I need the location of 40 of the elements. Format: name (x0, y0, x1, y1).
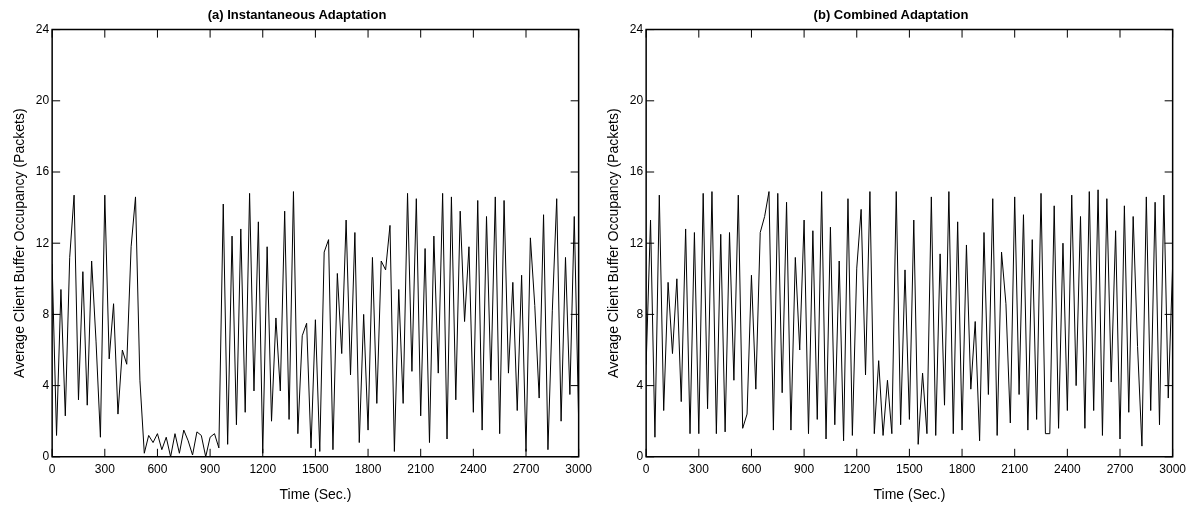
chart-title: (a) Instantaneous Adaptation (207, 7, 387, 23)
y-tick-label: 8 (42, 306, 50, 321)
x-tick-label: 1200 (843, 462, 871, 477)
x-tick-label: 2400 (460, 462, 488, 477)
y-tick-label: 8 (636, 306, 644, 321)
y-tick-label: 16 (629, 164, 644, 179)
y-tick-label: 16 (35, 164, 50, 179)
y-tick-label: 20 (35, 93, 50, 108)
x-tick-label: 3000 (1159, 462, 1187, 477)
x-tick-label: 1500 (302, 462, 330, 477)
x-tick-label: 2100 (407, 462, 435, 477)
x-tick-label: 2100 (1001, 462, 1029, 477)
x-tick-label: 2700 (512, 462, 540, 477)
y-tick-label: 0 (636, 449, 644, 464)
x-axis-title: Time (Sec.) (873, 486, 946, 503)
y-tick-label: 24 (35, 21, 50, 36)
y-tick-label: 12 (629, 235, 644, 250)
x-tick-label: 1800 (354, 462, 382, 477)
y-axis-title: Average Client Buffer Occupancy (Packets) (605, 108, 622, 378)
y-axis-title: Average Client Buffer Occupancy (Packets) (11, 108, 28, 378)
x-tick-label: 900 (200, 462, 221, 477)
y-tick-label: 0 (42, 449, 50, 464)
x-tick-label: 900 (794, 462, 815, 477)
x-tick-label: 1200 (249, 462, 277, 477)
y-tick-label: 20 (629, 93, 644, 108)
x-tick-label: 300 (688, 462, 710, 477)
y-tick-label: 4 (42, 377, 50, 392)
y-tick-label: 12 (35, 235, 50, 250)
y-tick-label: 4 (636, 377, 644, 392)
x-tick-label: 3000 (565, 462, 593, 477)
x-tick-label: 300 (94, 462, 116, 477)
chart-title: (b) Combined Adaptation (813, 7, 969, 23)
x-tick-label: 1500 (896, 462, 924, 477)
x-tick-label: 1800 (948, 462, 976, 477)
x-tick-label: 600 (147, 462, 168, 477)
x-tick-label: 600 (741, 462, 762, 477)
x-axis-title: Time (Sec.) (279, 486, 352, 503)
y-tick-label: 24 (629, 21, 644, 36)
x-tick-label: 2400 (1054, 462, 1082, 477)
x-tick-label: 2700 (1106, 462, 1134, 477)
